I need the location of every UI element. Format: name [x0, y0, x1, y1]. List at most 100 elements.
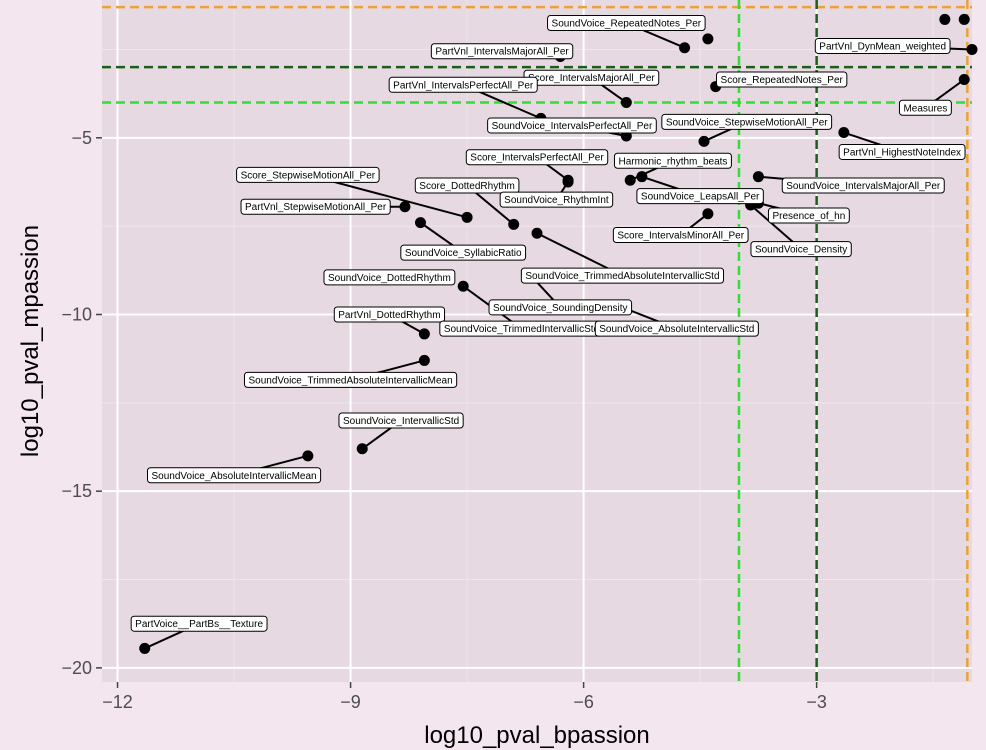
point-label-text: SoundVoice_Density [755, 245, 847, 256]
point-label: PartVnl_DottedRhythm [333, 306, 446, 323]
point-label: SoundVoice_AbsoluteIntervallicMean [146, 467, 322, 484]
point-label: SoundVoice_TrimmedAbsoluteIntervallicStd [520, 267, 725, 284]
point-label-text: SoundVoice_TrimmedAbsoluteIntervallicMea… [248, 375, 452, 386]
point-label-box [146, 467, 322, 484]
y-tick-label: −10 [61, 304, 92, 324]
point-label: SoundVoice_DottedRhythm [323, 269, 456, 286]
point-label-text: SoundVoice_DottedRhythm [328, 273, 451, 284]
x-tick-label: −3 [806, 692, 827, 712]
point-label: SoundVoice_TrimmedIntervallicStd [439, 320, 604, 337]
point-label-box [338, 412, 464, 429]
point-label-text: SoundVoice_IntervalsPerfectAll_Per [492, 121, 653, 132]
point-label-box [488, 299, 633, 316]
point-label-box [838, 143, 966, 160]
x-tick-label: −9 [340, 692, 361, 712]
point-label-text: SoundVoice_IntervallicStd [343, 416, 459, 427]
x-tick-label: −6 [573, 692, 594, 712]
data-point [958, 74, 970, 86]
point-label-text: SoundVoice_TrimmedAbsoluteIntervallicStd [525, 271, 719, 282]
point-label: PartVnl_IntervalsPerfectAll_Per [388, 76, 538, 93]
data-point [702, 208, 714, 220]
point-label-text: Harmonic_rhythm_beats [618, 156, 727, 167]
data-point [679, 42, 691, 54]
point-label-box [594, 320, 759, 337]
data-point [752, 171, 764, 183]
data-point [457, 280, 469, 292]
point-label-text: Score_StepwiseMotionAll_Per [241, 170, 376, 181]
point-label: SoundVoice_RhythmInt [499, 191, 614, 208]
point-label-text: PartVnl_DottedRhythm [338, 310, 440, 321]
data-point [356, 443, 368, 455]
point-label: PartVoice__PartBs__Texture [130, 615, 268, 632]
point-label-text: Score_IntervalsMajorAll_Per [528, 73, 655, 84]
point-label: SoundVoice_SyllabicRatio [400, 244, 527, 261]
point-label-box [814, 37, 951, 54]
point-label: PartVnl_HighestNoteIndex [838, 143, 966, 160]
point-label-text: SoundVoice_RhythmInt [504, 195, 609, 206]
point-label-text: Presence_of_hn [772, 211, 845, 222]
point-label-text: SoundVoice_LeapsAll_Per [641, 192, 760, 203]
data-point [636, 171, 648, 183]
data-point [698, 135, 710, 147]
point-label: SoundVoice_LeapsAll_Per [636, 188, 764, 205]
y-tick-label: −15 [61, 481, 92, 501]
y-tick-label: −20 [61, 658, 92, 678]
point-label-box [400, 244, 527, 261]
point-label-box [520, 267, 725, 284]
data-point [418, 354, 430, 366]
point-label-box [613, 152, 732, 169]
point-label-box [898, 99, 952, 116]
point-label-text: SoundVoice_SyllabicRatio [405, 248, 522, 259]
point-label-box [716, 71, 848, 88]
point-label-box [661, 113, 833, 130]
point-label-text: PartVnl_IntervalsMajorAll_Per [435, 47, 569, 58]
point-label: PartVnl_IntervalsMajorAll_Per [430, 43, 574, 60]
point-label-text: PartVnl_IntervalsPerfectAll_Per [393, 80, 534, 91]
point-label-box [487, 117, 657, 134]
point-label: SoundVoice_StepwiseMotionAll_Per [661, 113, 833, 130]
data-point [939, 13, 951, 25]
data-point [414, 217, 426, 229]
y-axis-title: log10_pval_mpassion [17, 225, 44, 457]
reference-lines [102, 0, 972, 682]
data-point [139, 642, 151, 654]
point-label-box [323, 269, 456, 286]
point-label-box [414, 177, 520, 194]
x-tick-label: −12 [102, 692, 133, 712]
point-labels: PartVoice__PartBs__Texture SoundVoice_Abs… [130, 14, 966, 632]
data-point [562, 174, 574, 186]
point-label-text: SoundVoice_AbsoluteIntervallicStd [599, 324, 754, 335]
point-label: Score_IntervalsMajorAll_Per [523, 69, 660, 86]
point-label: Harmonic_rhythm_beats [613, 152, 732, 169]
point-label-box [767, 207, 850, 224]
plot-panel [102, 0, 972, 682]
data-point [399, 201, 411, 213]
data-point [838, 127, 850, 139]
point-label-box [236, 166, 380, 183]
point-label: PartVnl_DynMean_weighted [814, 37, 951, 54]
point-label-text: Score_IntervalsPerfectAll_Per [470, 153, 604, 164]
point-label-text: SoundVoice_SoundingDensity [493, 303, 628, 314]
point-label-box [547, 14, 706, 31]
point-label-text: Score_DottedRhythm [419, 181, 515, 192]
data-point [302, 450, 314, 462]
point-label-text: PartVnl_HighestNoteIndex [843, 147, 961, 158]
point-label-box [636, 188, 764, 205]
point-label: Measures [898, 99, 952, 116]
point-label-box [612, 226, 749, 243]
point-label: Presence_of_hn [767, 207, 850, 224]
point-label-box [388, 76, 538, 93]
point-label: SoundVoice_TrimmedAbsoluteIntervallicMea… [243, 371, 458, 388]
data-point [624, 174, 636, 186]
data-point [418, 328, 430, 340]
point-label-text: Score_IntervalsMinorAll_Per [617, 230, 744, 241]
data-point [966, 43, 978, 55]
point-label-box [130, 615, 268, 632]
point-label-box [240, 198, 391, 215]
point-label-text: SoundVoice_TrimmedIntervallicStd [444, 324, 599, 335]
point-label-text: PartVnl_StepwiseMotionAll_Per [245, 202, 387, 213]
point-label: Score_IntervalsPerfectAll_Per [465, 149, 609, 166]
data-point [620, 96, 632, 108]
point-label: Score_DottedRhythm [414, 177, 520, 194]
